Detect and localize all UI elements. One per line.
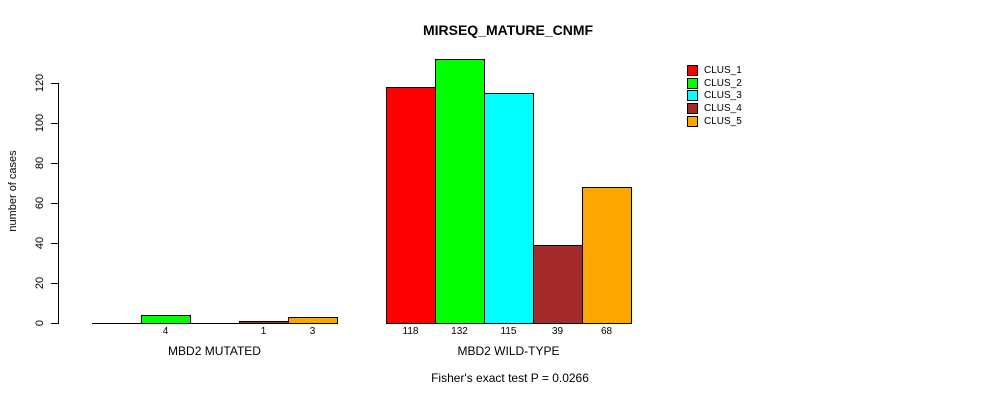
bar-value-label: 39 [551,326,564,337]
legend-item-clus_4: CLUS_4 [687,102,742,115]
group-baseline [92,323,338,324]
legend-item-clus_5: CLUS_5 [687,115,742,128]
y-axis-label: number of cases [7,150,19,232]
bar-value-label: 4 [162,326,169,337]
y-axis-tick [51,323,58,324]
y-axis-line [58,83,59,324]
legend-swatch-clus_4 [687,102,698,114]
x-group-label-wildtype: MBD2 WILD-TYPE [457,344,560,358]
chart-title: MIRSEQ_MATURE_CNMF [422,22,594,38]
y-axis-tick-label: 80 [34,156,46,170]
y-axis-tick-label: 20 [34,276,46,290]
legend-label: CLUS_2 [704,77,742,89]
bar-value-label: 115 [500,326,517,337]
bar-clus_2-group2 [435,59,485,324]
legend-swatch-clus_3 [687,90,698,102]
legend-label: CLUS_1 [704,64,742,76]
bar-value-label: 118 [402,326,419,337]
bar-clus_4-group1 [239,321,289,324]
legend-label: CLUS_5 [704,115,742,127]
y-axis-tick [51,83,58,84]
legend-item-clus_3: CLUS_3 [687,89,742,102]
bar-clus_4-group2 [533,245,583,324]
legend-item-clus_2: CLUS_2 [687,77,742,90]
bar-clus_2-group1 [141,315,191,324]
fisher-test-caption: Fisher's exact test P = 0.0266 [431,371,589,385]
y-axis-tick [51,243,58,244]
bar-value-label: 3 [309,326,316,337]
bar-clus_5-group2 [582,187,632,324]
y-axis-tick [51,123,58,124]
y-axis-tick-label: 0 [34,319,46,327]
bar-clus_5-group1 [288,317,338,324]
y-axis-tick [51,283,58,284]
legend-swatch-clus_5 [687,115,698,127]
y-axis-tick-label: 120 [34,73,46,93]
bar-clus_1-group2 [386,87,436,324]
legend-label: CLUS_4 [704,102,742,114]
bar-value-label: 68 [600,326,613,337]
legend-swatch-clus_1 [687,64,698,76]
bar-value-label: 1 [260,326,267,337]
legend-swatch-clus_2 [687,77,698,89]
legend: CLUS_1 CLUS_2 CLUS_3 CLUS_4 CLUS_5 [687,64,742,127]
y-axis-tick [51,163,58,164]
y-axis-tick [51,203,58,204]
x-group-label-mutated: MBD2 MUTATED [168,344,261,358]
bar-clus_3-group2 [484,93,534,324]
y-axis-tick-label: 100 [34,113,46,133]
legend-label: CLUS_3 [704,90,742,102]
y-axis-tick-label: 60 [34,196,46,210]
y-axis-tick-label: 40 [34,236,46,250]
bar-value-label: 132 [451,326,468,337]
legend-item-clus_1: CLUS_1 [687,64,742,77]
